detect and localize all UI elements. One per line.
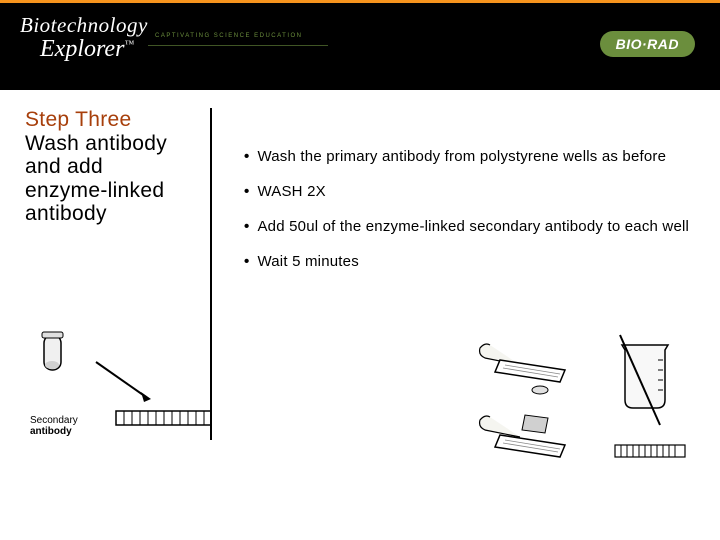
tube-icon [30, 330, 75, 410]
hand-towel-top-icon [470, 330, 580, 400]
bullet-text: WASH 2X [257, 183, 325, 200]
biorad-logo: BIO·RAD [600, 31, 695, 57]
bullet-text: Wash the primary antibody from polystyre… [257, 148, 666, 165]
bullet-icon: • [244, 253, 249, 270]
bullet-item: • Add 50ul of the enzyme-linked secondary… [244, 218, 695, 235]
logo-line1: Biotechnology [20, 13, 148, 38]
bullet-icon: • [244, 148, 249, 165]
secondary-antibody-label: Secondary antibody [30, 330, 78, 437]
bullet-item: • WASH 2X [244, 183, 695, 200]
step-title-line3: enzyme-linked [25, 179, 210, 203]
bullet-icon: • [244, 183, 249, 200]
pipette-wells-icon [86, 347, 216, 437]
bullet-item: • Wash the primary antibody from polystyr… [244, 148, 695, 165]
logo-tagline: CAPTIVATING SCIENCE EDUCATION [155, 33, 303, 39]
bullet-item: • Wait 5 minutes [244, 253, 695, 270]
biotech-explorer-logo: Biotechnology Explorer™ [20, 13, 148, 63]
step-label: Step Three [25, 108, 210, 132]
secondary-label: Secondary [30, 415, 78, 426]
left-illustration-group: Secondary antibody [30, 330, 216, 437]
logo-line2: Explorer™ [40, 36, 148, 63]
step-title-line2: and add [25, 155, 210, 179]
step-title-line4: antibody [25, 202, 210, 226]
bullet-text: Wait 5 minutes [257, 253, 358, 270]
hand-towel-bottom-icon [470, 405, 580, 475]
slide-header: Biotechnology Explorer™ CAPTIVATING SCIE… [0, 0, 720, 90]
header-divider-line [148, 45, 328, 46]
beaker-illustration [600, 330, 690, 475]
bullet-text: Add 50ul of the enzyme-linked secondary … [257, 218, 689, 235]
beaker-pipette-icon [600, 330, 690, 470]
step-title: Step Three Wash antibody and add enzyme-… [25, 108, 210, 226]
right-illustration-group [470, 330, 690, 475]
antibody-label: antibody [30, 426, 78, 437]
step-title-line1: Wash antibody [25, 132, 210, 156]
bullet-icon: • [244, 218, 249, 235]
wash-illustration [470, 330, 580, 475]
